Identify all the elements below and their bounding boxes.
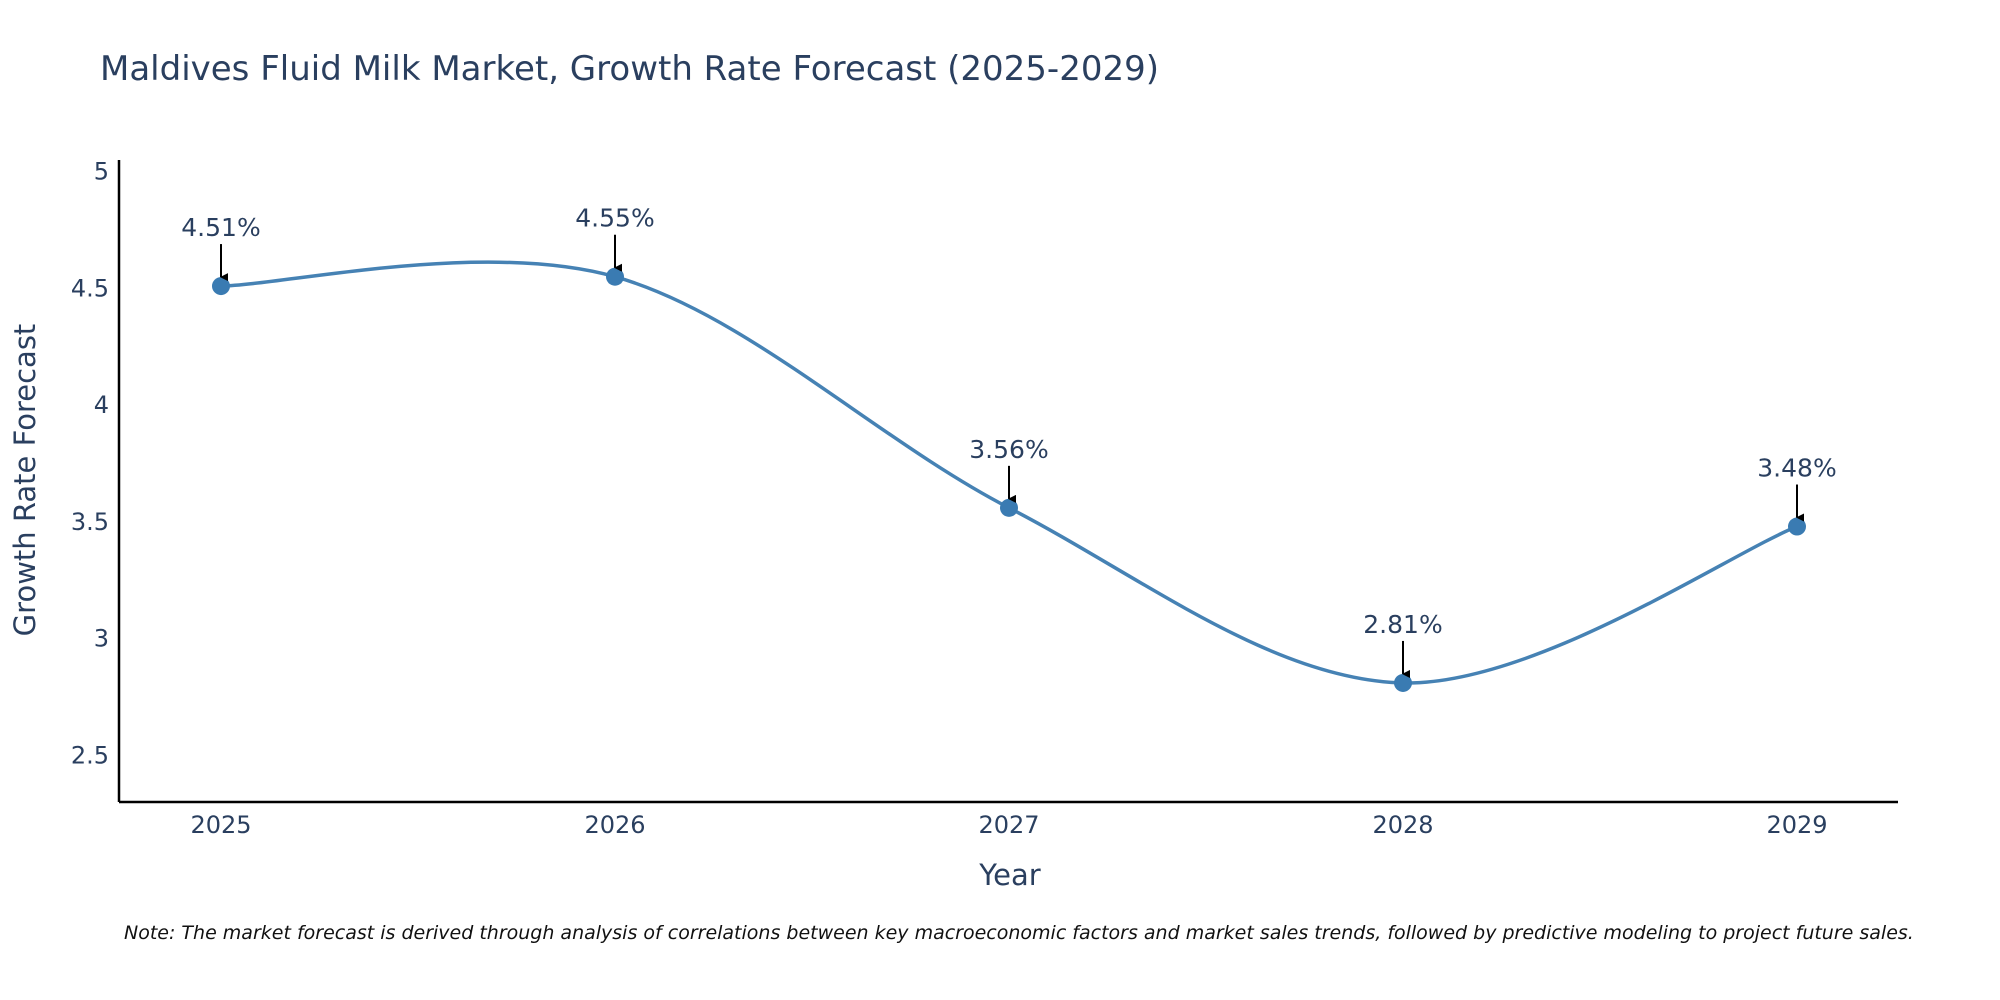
data-point (606, 267, 624, 286)
data-label: 4.55% (575, 204, 654, 233)
data-point (1788, 517, 1806, 536)
x-tick-label: 2029 (1766, 811, 1827, 839)
data-point (1394, 673, 1412, 692)
data-annotations: 4.51% 4.55% 3.56% 2.81% 3.48% (181, 204, 1837, 678)
x-tick-label: 2028 (1372, 811, 1433, 839)
y-axis-title: Growth Rate Forecast (8, 324, 42, 637)
data-label: 3.48% (1757, 454, 1836, 483)
x-axis-title: Year (978, 858, 1040, 892)
data-label: 3.56% (969, 435, 1048, 464)
data-point (1000, 498, 1018, 517)
y-tick-label: 4.5 (71, 274, 109, 302)
chart-title: Maldives Fluid Milk Market, Growth Rate … (100, 49, 1159, 89)
data-label: 4.51% (181, 213, 260, 242)
y-tick-label: 4 (94, 391, 109, 419)
data-markers (212, 267, 1806, 692)
y-tick-label: 5 (94, 158, 109, 186)
x-tick-label: 2025 (190, 811, 251, 839)
data-label: 2.81% (1363, 610, 1442, 639)
y-tick-label: 2.5 (71, 741, 109, 769)
x-tick-label: 2027 (978, 811, 1039, 839)
x-tick-label: 2026 (584, 811, 645, 839)
x-axis-ticks: 2025 2026 2027 2028 2029 (190, 811, 1827, 839)
data-point (212, 277, 230, 296)
y-tick-label: 3 (94, 625, 109, 653)
y-tick-label: 3.5 (71, 508, 109, 536)
y-axis-ticks: 2.5 3 3.5 4 4.5 5 (71, 158, 109, 770)
footnote: Note: The market forecast is derived thr… (124, 922, 1914, 944)
